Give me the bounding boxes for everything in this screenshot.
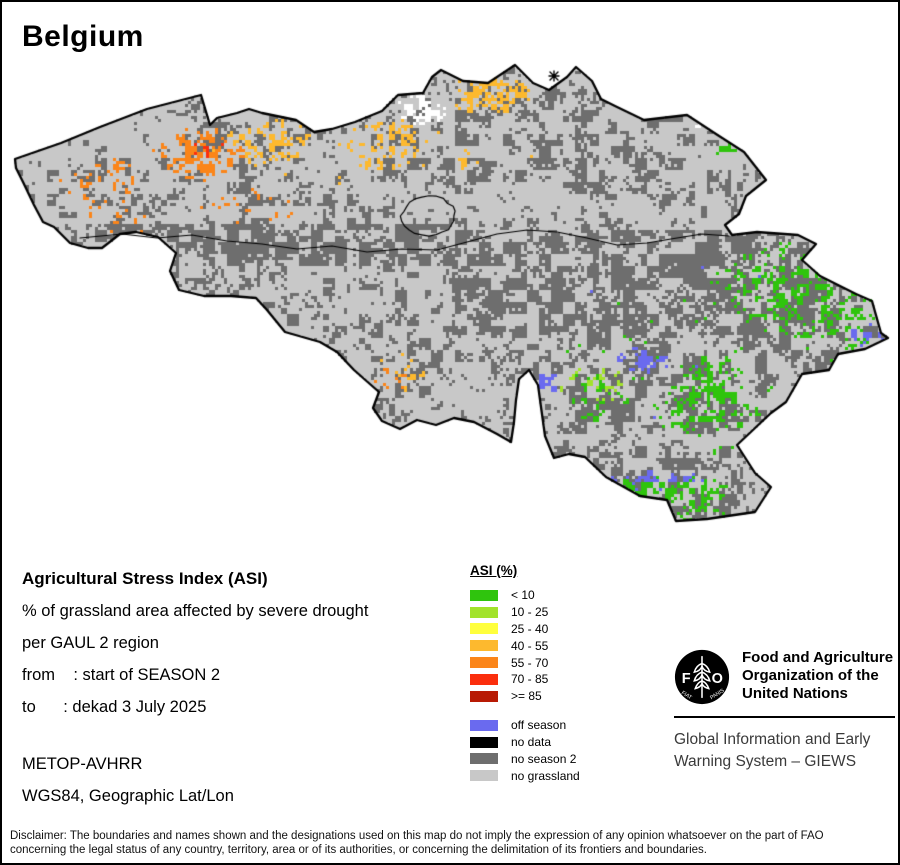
legend-row: < 10 xyxy=(470,587,548,604)
asi-subtitle: % of grassland area affected by severe d… xyxy=(22,602,369,620)
disclaimer-line: concerning the legal status of any count… xyxy=(10,844,707,856)
legend-label: off season xyxy=(511,718,567,733)
svg-text:F: F xyxy=(682,671,691,687)
period-from-line: from : start of SEASON 2 xyxy=(22,666,221,684)
legend-label: no data xyxy=(511,735,552,750)
legend-swatch xyxy=(470,589,498,601)
legend-label: 70 - 85 xyxy=(511,672,549,687)
giews-line: Global Information and Early xyxy=(674,731,871,748)
asi-region-line: per GAUL 2 region xyxy=(22,634,159,652)
period-to-line: to : dekad 3 July 2025 xyxy=(22,698,207,716)
legend-row: no season 2 xyxy=(470,751,580,768)
legend-label: 10 - 25 xyxy=(511,605,549,620)
legend-row: 10 - 25 xyxy=(470,604,548,621)
legend-swatch xyxy=(470,753,498,765)
legend-row: 70 - 85 xyxy=(470,671,548,688)
asi-heading: Agricultural Stress Index (ASI) xyxy=(22,569,268,588)
fao-logo: F O FIAT PANIS xyxy=(673,648,731,711)
source-block: METOP-AVHRR WGS84, Geographic Lat/Lon xyxy=(22,748,234,812)
sensor-label: METOP-AVHRR xyxy=(22,755,143,773)
legend-swatch xyxy=(470,606,498,618)
status-legend: off season no data no season 2 no grassland xyxy=(470,717,580,784)
fao-name-line: Organization of the xyxy=(742,667,879,684)
legend-swatch xyxy=(470,623,498,635)
fao-divider xyxy=(674,716,895,718)
legend-swatch xyxy=(470,736,498,748)
legend-label: 25 - 40 xyxy=(511,621,549,636)
belgium-asi-map xyxy=(2,2,898,547)
legend-swatch xyxy=(470,640,498,652)
legend-swatch xyxy=(470,770,498,782)
legend-row: 40 - 55 xyxy=(470,637,548,654)
legend-row: >= 85 xyxy=(470,688,548,705)
legend-swatch xyxy=(470,673,498,685)
page-title: Belgium xyxy=(22,20,144,53)
legend-label: >= 85 xyxy=(511,689,542,704)
disclaimer: Disclaimer: The boundaries and names sho… xyxy=(10,829,896,857)
legend-swatch xyxy=(470,657,498,669)
legend-swatch xyxy=(470,690,498,702)
legend-label: no season 2 xyxy=(511,751,577,766)
map-description-block: Agricultural Stress Index (ASI) % of gra… xyxy=(22,563,368,723)
legend-label: 55 - 70 xyxy=(511,655,549,670)
legend-row: off season xyxy=(470,717,580,734)
projection-label: WGS84, Geographic Lat/Lon xyxy=(22,787,234,805)
svg-text:O: O xyxy=(712,671,723,687)
disclaimer-line: Disclaimer: The boundaries and names sho… xyxy=(10,830,824,842)
fao-name-line: Food and Agriculture xyxy=(742,649,894,666)
giews-block: Global Information and Early Warning Sys… xyxy=(674,729,870,773)
legend-row: 25 - 40 xyxy=(470,621,548,638)
legend-title: ASI (%) xyxy=(470,563,518,578)
asi-legend: < 10 10 - 25 25 - 40 40 - 55 55 - 70 70 - 85 >… xyxy=(470,587,548,705)
fao-emblem-icon: F O FIAT PANIS xyxy=(674,649,730,705)
legend-row: 55 - 70 xyxy=(470,654,548,671)
fao-name-line: United Nations xyxy=(742,685,848,702)
legend-row: no grassland xyxy=(470,767,580,784)
giews-line: Warning System – GIEWS xyxy=(674,753,857,770)
legend-label: 40 - 55 xyxy=(511,638,549,653)
fao-name-block: Food and Agriculture Organization of the… xyxy=(742,649,893,703)
legend-swatch xyxy=(470,719,498,731)
legend-label: < 10 xyxy=(511,588,535,603)
legend-label: no grassland xyxy=(511,768,580,783)
svg-text:FIAT: FIAT xyxy=(680,690,693,701)
legend-row: no data xyxy=(470,734,580,751)
